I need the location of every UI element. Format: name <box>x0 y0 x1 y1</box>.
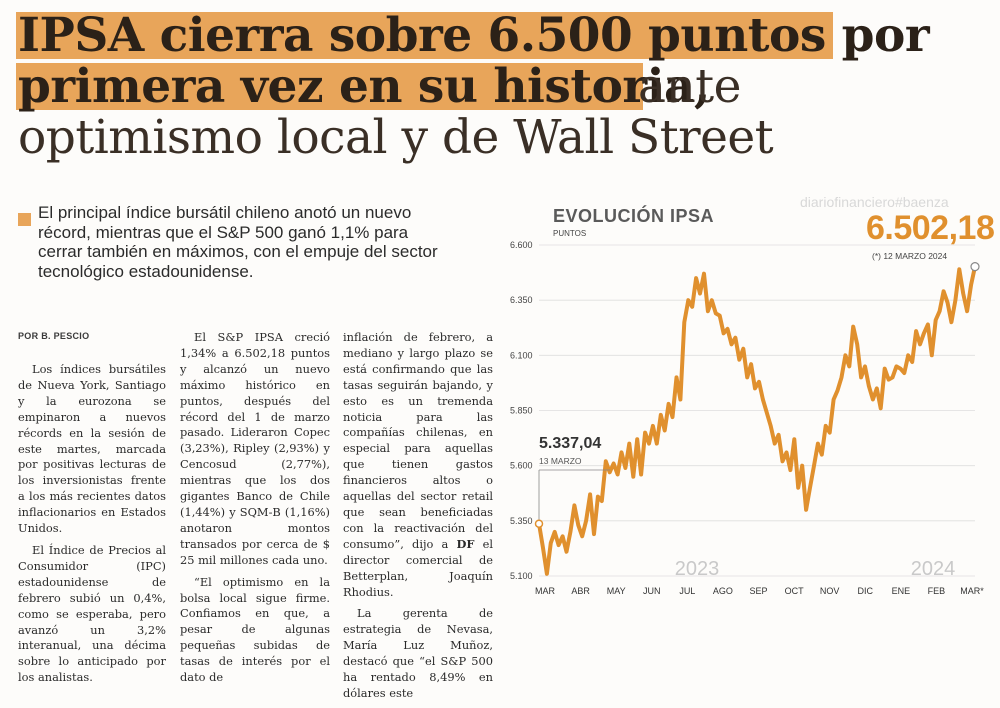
y-tick-label: 6.100 <box>510 350 533 360</box>
end-value: 6.502,18 <box>866 209 995 247</box>
headline-highlight-2 <box>16 63 643 110</box>
x-tick-label: MAY <box>607 586 626 596</box>
x-tick-label: JUN <box>643 586 661 596</box>
x-tick-label: ABR <box>571 586 590 596</box>
y-tick-label: 5.600 <box>510 461 533 471</box>
y-tick-label: 5.850 <box>510 406 533 416</box>
y-tick-label: 6.350 <box>510 295 533 305</box>
df-abbreviation: DF <box>456 536 475 551</box>
paragraph: El S&P IPSA creció 1,34% a 6.502,18 punt… <box>180 330 330 567</box>
headline-line-3: optimismo local y de Wall Street <box>18 110 774 165</box>
headline-highlight-1 <box>16 12 833 59</box>
x-tick-label: SEP <box>749 586 767 596</box>
start-note: 13 MARZO <box>539 456 582 466</box>
paragraph: inflación de febrero, a mediano y largo … <box>343 330 493 600</box>
y-tick-label: 5.100 <box>510 571 533 581</box>
watermark: diariofinanciero#baenza <box>800 194 949 210</box>
year-label: 2023 <box>675 558 720 580</box>
y-tick-label: 5.350 <box>510 516 533 526</box>
chart-title: EVOLUCIÓN IPSA <box>553 206 715 226</box>
paragraph: La gerenta de estrategia de Nevasa, Marí… <box>343 606 493 700</box>
end-note: (*) 12 MARZO 2024 <box>872 251 948 261</box>
start-point <box>534 519 544 528</box>
x-tick-label: FEB <box>928 586 946 596</box>
year-label: 2024 <box>911 558 956 580</box>
paragraph: Los índices bursátiles de Nueva York, Sa… <box>18 362 166 536</box>
x-tick-label: AGO <box>713 586 733 596</box>
lead-text: El principal índice bursátil chileno ano… <box>38 203 438 281</box>
lead-bullet <box>18 213 31 226</box>
x-tick-label: MAR* <box>960 586 984 596</box>
end-point <box>970 262 980 272</box>
x-tick-label: MAR <box>535 586 556 596</box>
chart-units: PUNTOS <box>553 229 587 238</box>
y-tick-label: 6.600 <box>510 240 533 250</box>
paragraph-text: inflación de febrero, a mediano y largo … <box>343 330 493 551</box>
start-value: 5.337,04 <box>539 435 602 452</box>
byline: POR B. PESCIO <box>18 331 90 341</box>
x-tick-label: DIC <box>858 586 874 596</box>
headline-line-2: primera vez en su historia, <box>18 59 710 114</box>
ipsa-series-line <box>537 264 977 576</box>
x-tick-label: JUL <box>679 586 695 596</box>
x-tick-label: NOV <box>820 586 840 596</box>
x-tick-label: OCT <box>785 586 805 596</box>
headline-line-2-rest: ante <box>638 59 742 114</box>
paragraph-text: el director comercial de Betterplan, Joa… <box>343 536 493 599</box>
headline-line-1: IPSA cierra sobre 6.500 puntos por <box>18 8 930 63</box>
x-tick-label: ENE <box>892 586 911 596</box>
